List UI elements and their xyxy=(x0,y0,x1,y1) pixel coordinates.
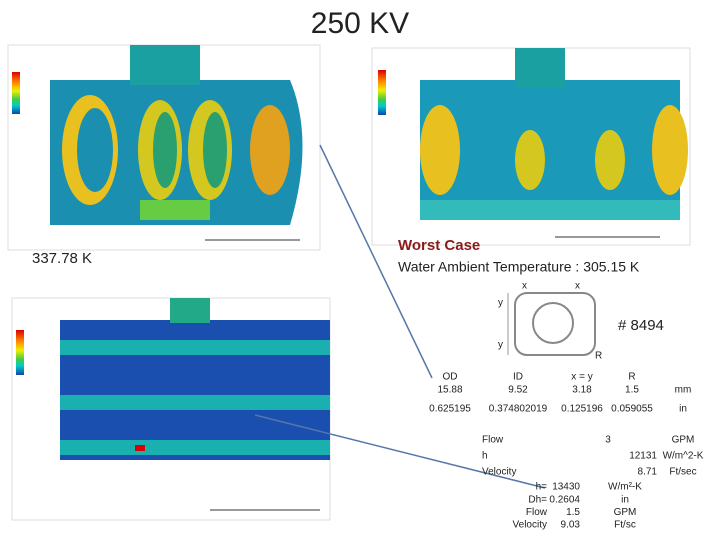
diagram-label: y xyxy=(498,340,503,351)
calc-cell: 13430 xyxy=(552,482,580,493)
flow-cell: 3 xyxy=(605,435,611,446)
calc-cell: Ft/sc xyxy=(614,520,636,531)
flow-cell: GPM xyxy=(672,435,695,446)
simulation-image-3 xyxy=(11,297,331,521)
flow-cell: 12131 xyxy=(629,451,657,462)
table-cell: 3.18 xyxy=(572,385,592,396)
table-header: OD xyxy=(443,372,458,383)
arrow xyxy=(319,144,433,379)
table-cell: 0.125196 xyxy=(561,404,603,415)
temperature-label: 337.78 K xyxy=(32,250,92,267)
flow-cell: W/m^2-K xyxy=(663,451,704,462)
arrow xyxy=(254,414,546,489)
calc-cell: GPM xyxy=(614,507,637,518)
flow-cell: h xyxy=(482,451,488,462)
table-header: R xyxy=(628,372,635,383)
flow-cell: Velocity xyxy=(482,467,516,478)
table-header: x = y xyxy=(571,372,592,383)
table-header: ID xyxy=(513,372,523,383)
part-number: # 8494 xyxy=(618,317,664,334)
calc-cell: W/m²-K xyxy=(608,482,642,493)
diagram-label: y xyxy=(498,298,503,309)
flow-cell: Flow xyxy=(482,435,504,446)
calc-cell: Dh= xyxy=(528,494,547,505)
diagram-label: x xyxy=(522,281,527,292)
table-cell: 0.625195 xyxy=(429,404,471,415)
worst-case-subtitle: Water Ambient Temperature : 305.15 K xyxy=(398,259,640,275)
tables: OD ID x = y R 15.88 9.52 3.18 1.5 mm 0.625195 0.37… xyxy=(429,372,704,531)
calc-cell: h= xyxy=(536,482,548,493)
slide-title: 250 KV xyxy=(311,7,409,40)
table-cell: 0.059055 xyxy=(611,404,653,415)
table-cell: 9.52 xyxy=(508,385,528,396)
cross-section-diagram: x x y y R xyxy=(498,281,602,362)
calc-cell: Velocity xyxy=(513,520,547,531)
calc-cell: in xyxy=(621,494,629,505)
worst-case-heading: Worst Case xyxy=(398,237,480,254)
calc-cell: 9.03 xyxy=(561,520,581,531)
flow-cell: Ft/sec xyxy=(669,467,696,478)
calc-cell: Flow xyxy=(526,507,548,518)
diagram-label: R xyxy=(595,351,602,362)
calc-cell: 0.2604 xyxy=(549,494,580,505)
simulation-image-2 xyxy=(371,47,691,246)
calc-cell: 1.5 xyxy=(566,507,580,518)
simulation-image-1 xyxy=(7,44,321,251)
flow-cell: 8.71 xyxy=(638,467,658,478)
table-cell: 0.374802019 xyxy=(489,404,548,415)
table-cell: 15.88 xyxy=(437,385,462,396)
table-cell: in xyxy=(679,404,687,415)
table-cell: mm xyxy=(675,385,692,396)
diagram-label: x xyxy=(575,281,580,292)
table-cell: 1.5 xyxy=(625,385,639,396)
